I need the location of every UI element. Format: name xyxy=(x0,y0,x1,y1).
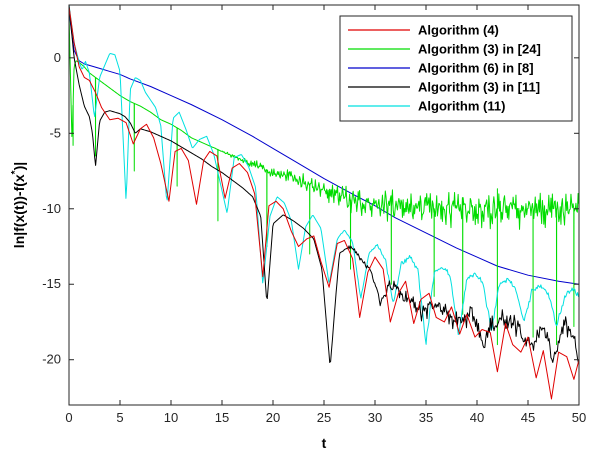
series-line-5 xyxy=(69,5,579,345)
x-axis-label: t xyxy=(322,435,327,451)
legend-label: Algorithm (11) xyxy=(418,99,505,114)
y-tick-label: 0 xyxy=(54,50,61,65)
series-line-2 xyxy=(69,12,579,346)
x-tick-label: 50 xyxy=(572,410,586,425)
x-tick-label: 40 xyxy=(470,410,484,425)
x-tick-label: 20 xyxy=(266,410,280,425)
legend-label: Algorithm (3) in [11] xyxy=(418,80,540,95)
y-tick-label: -10 xyxy=(42,201,61,216)
y-tick-label: -5 xyxy=(49,125,61,140)
series-line-3 xyxy=(69,12,579,285)
y-tick-label: -15 xyxy=(42,276,61,291)
x-tick-label: 5 xyxy=(116,410,123,425)
series-layer xyxy=(69,5,579,400)
legend-label: Algorithm (3) in [24] xyxy=(418,42,541,57)
series-line-1 xyxy=(69,6,579,400)
ticks-layer: 0 5 10 15 20 25 30 35 40 45 50 0 -5 -10 -15 -20 xyxy=(42,5,586,425)
x-tick-label: 45 xyxy=(521,410,535,425)
legend-label: Algorithm (6) in [8] xyxy=(418,61,534,76)
legend-label: Algorithm (4) xyxy=(418,23,499,38)
x-tick-label: 25 xyxy=(317,410,331,425)
x-tick-label: 30 xyxy=(368,410,382,425)
y-tick-label: -20 xyxy=(42,352,61,367)
x-tick-label: 35 xyxy=(419,410,433,425)
x-tick-label: 10 xyxy=(164,410,178,425)
x-tick-label: 15 xyxy=(215,410,229,425)
x-tick-label: 0 xyxy=(65,410,72,425)
legend: Algorithm (4) Algorithm (3) in [24] Algori… xyxy=(339,15,573,122)
series-line-4 xyxy=(69,5,579,364)
y-axis-label: ln|f(x(t))-f(x*)| xyxy=(10,162,27,248)
